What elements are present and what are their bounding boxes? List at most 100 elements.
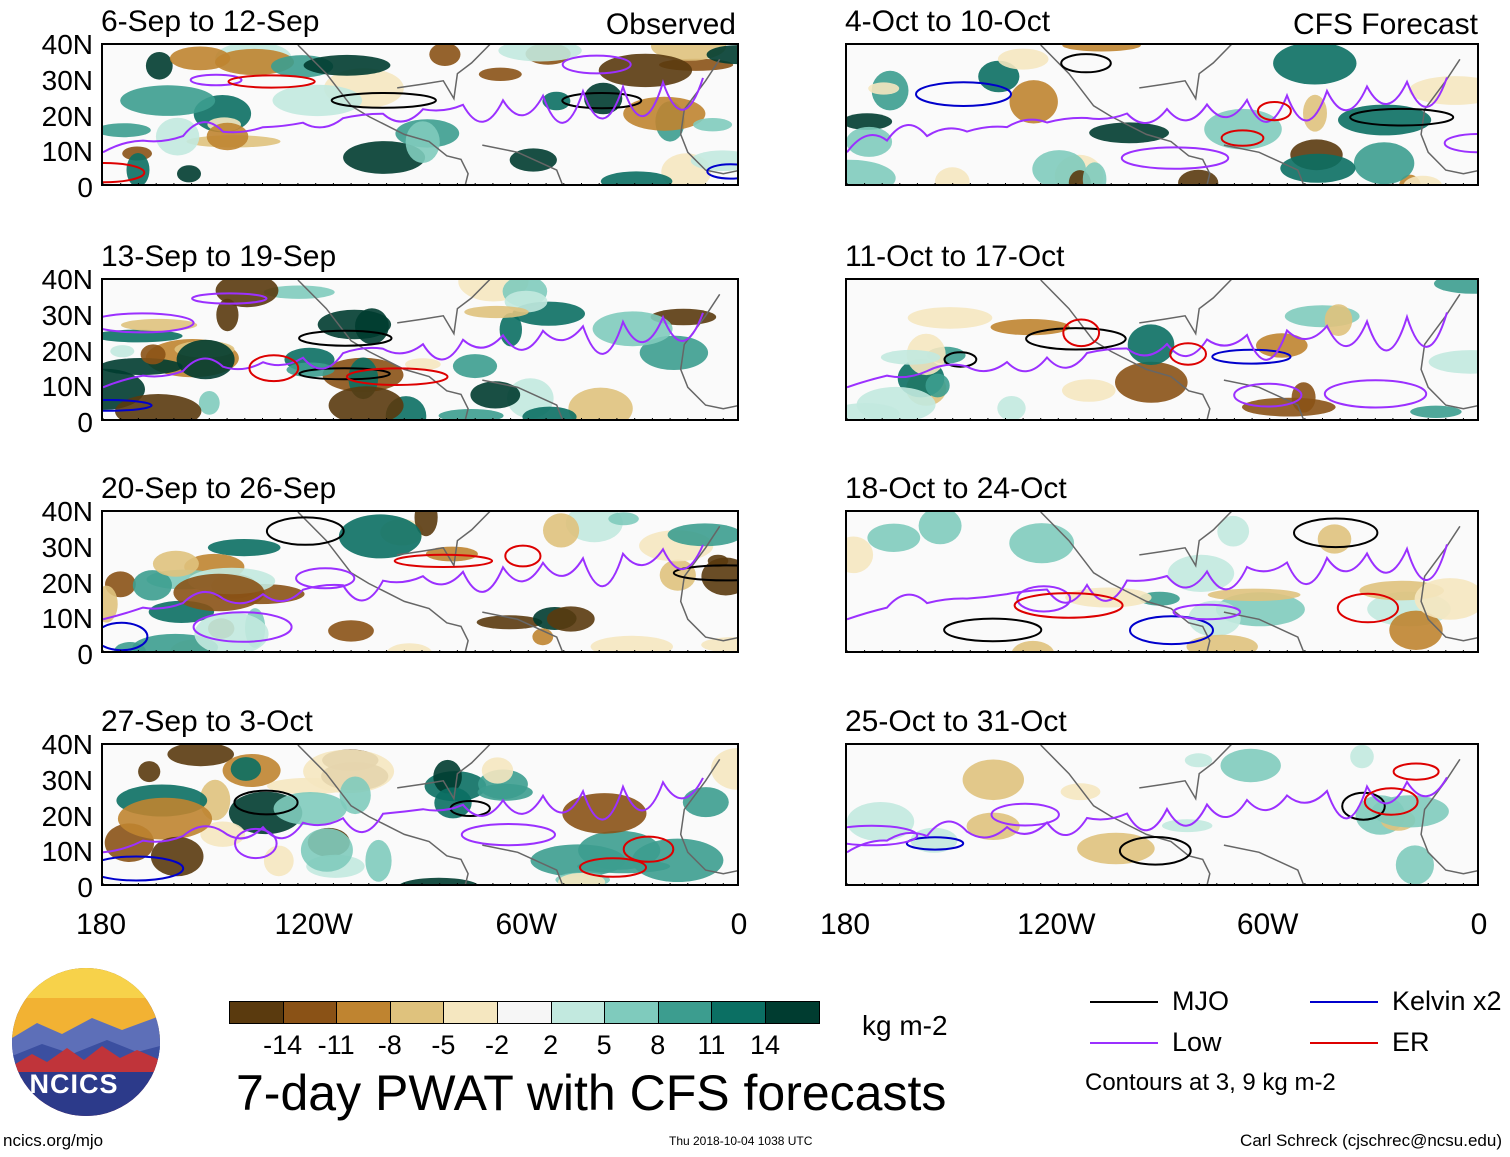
colorbar-cell [336,1001,391,1024]
contour-mjo [1025,327,1127,351]
map-frame [845,278,1479,421]
anomaly-blob [693,118,733,132]
lat-tick-label: 40N [41,29,93,60]
anomaly-blob [707,554,729,568]
anomaly-blob [962,759,1024,801]
anomaly-blob [328,386,404,419]
anomaly-blob [216,298,239,332]
anomaly-blob [1273,45,1357,85]
anomaly-blob [1353,142,1415,184]
contour-mjo [298,329,393,347]
map-svg [103,280,737,419]
anomaly-blob [918,512,962,545]
anomaly-blob [121,318,198,332]
anomaly-blob [103,329,183,343]
contour-er [1392,762,1440,781]
anomaly-blob [847,536,874,574]
anomaly-blob [1082,162,1107,184]
map-frame [101,43,739,186]
colorbar-cell [604,1001,659,1024]
lat-tick-label: 20N [41,335,93,367]
anomaly-blob [207,539,281,557]
contour-low-band [847,312,1448,389]
contour-mjo [943,617,1043,643]
anomaly-blob [194,612,269,651]
contour-er [1256,101,1292,122]
legend-swatch [1090,1001,1158,1003]
lon-tick-label: 120W [274,908,353,941]
contour-er [1220,129,1265,147]
anomaly-blob [230,757,262,781]
anomaly-blob [1184,753,1213,768]
anomaly-blob [263,845,294,877]
contour-mjo [1349,107,1455,127]
logo-text: NCICS [29,1069,119,1099]
contour-low [189,73,243,87]
map-svg [103,512,737,651]
anomaly-blob [1077,832,1155,865]
anomaly-blob [935,167,970,184]
anomaly-blob [117,797,213,840]
contour-mjo [1341,791,1386,821]
anomaly-blob [598,53,693,88]
contour-low [1323,379,1428,409]
lon-tick-label: 180 [819,908,871,941]
colorbar-tick-label: 11 [697,1030,726,1060]
legend-swatch [1090,1042,1158,1044]
legend-label: MJO [1172,986,1229,1016]
lat-tick-label: 30N [41,531,93,563]
anomaly-blob [1207,588,1301,601]
legend-label: ER [1392,1027,1430,1057]
anomaly-blob [1217,515,1250,547]
colorbar-tick-label: -11 [317,1030,355,1060]
legend-swatch [1310,1001,1378,1003]
anomaly-blob [167,745,234,767]
anomaly-blob [868,82,900,95]
anomaly-blob [522,406,577,419]
lat-tick-label: 10N [41,603,93,635]
anomaly-blob [1089,122,1169,144]
contour-kelvin-x2 [103,621,149,651]
contour-er [579,857,647,878]
contour-mjo [943,351,978,368]
anomaly-blob [1242,397,1336,417]
coastline [1040,45,1477,184]
anomaly-blob [701,557,737,596]
anomaly-blob [997,396,1026,419]
colorbar-tick-label: -8 [377,1030,402,1060]
map-frame [845,743,1479,886]
contour-er [345,367,449,386]
anomaly-blob [1062,45,1141,52]
anomaly-blob [387,643,432,651]
contour-low-band [103,312,704,389]
lat-tick-label: 10N [41,136,93,168]
lat-tick-label: 30N [41,64,93,96]
lat-tick-label: 20N [41,100,93,132]
coastline [297,280,737,419]
anomaly-blob [103,585,118,623]
anomaly-blob [600,171,673,184]
contour-low-band [103,77,704,154]
anomaly-blob [701,637,737,651]
panel-title: 18-Oct to 24-Oct [845,472,1067,505]
lat-tick-label: 0 [77,172,93,203]
lon-tick-label: 180 [75,908,127,941]
anomaly-blob [623,96,706,131]
anomaly-blob [1220,748,1281,783]
anomaly-blob [173,573,265,612]
anomaly-blob [155,117,200,156]
contour-kelvin-x2 [103,399,153,412]
contour-er [504,544,542,568]
contour-mjo [298,367,391,381]
lat-tick-label: 10N [41,371,93,403]
contour-kelvin-x2 [1211,348,1292,365]
contour-low-band [847,776,1448,854]
contour-low-band [103,777,704,854]
contour-low [103,312,195,334]
lat-tick-label: 40N [41,729,93,760]
anomaly-blob [138,761,161,783]
anomaly-blob [966,812,1020,840]
contour-mjo [1293,517,1379,549]
contour-mjo [561,92,643,110]
anomaly-blob [481,757,514,784]
